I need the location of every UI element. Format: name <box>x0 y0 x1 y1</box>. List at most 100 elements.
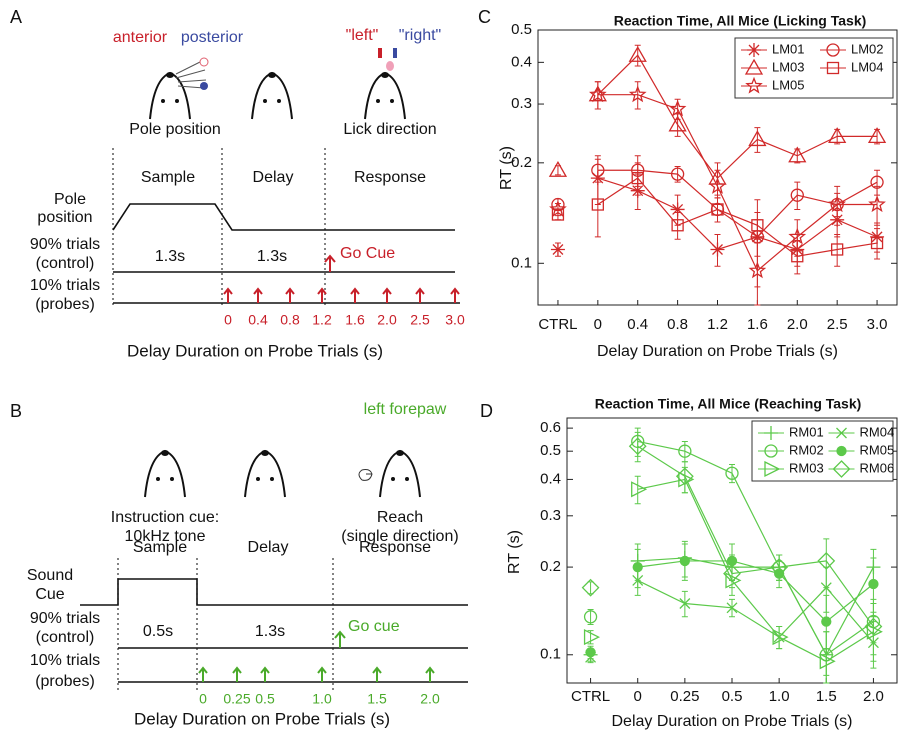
error-bar <box>870 598 877 662</box>
legend-label: RM01 <box>789 424 824 439</box>
error-bar <box>834 185 841 226</box>
legend-marker <box>764 444 778 458</box>
series-line <box>637 440 874 656</box>
legend-marker <box>832 460 851 478</box>
series-line <box>597 177 878 251</box>
trial-label: 10% trials <box>30 652 100 669</box>
marker <box>668 115 687 132</box>
probe-arrow <box>317 666 327 682</box>
duration-label: 1.3s <box>257 248 287 265</box>
probe-delay-label: 0.8 <box>280 312 300 328</box>
error-bar <box>634 431 641 463</box>
probe-arrow <box>425 666 435 682</box>
marker <box>866 623 883 640</box>
y-tick-label: 0.2 <box>540 558 561 575</box>
probe-delay-label: 2.5 <box>410 312 430 328</box>
go-cue-arrow <box>334 630 346 648</box>
probe-arrow <box>260 666 270 682</box>
pole-posterior <box>200 82 208 90</box>
probe-arrow <box>253 287 263 303</box>
cue-label: (single direction) <box>341 528 458 545</box>
epoch-label: Sample <box>141 169 195 186</box>
error-bar <box>834 233 841 267</box>
panel-label: B <box>10 401 22 421</box>
probe-delay-label: 1.5 <box>367 691 387 707</box>
charts: C Reaction Time, All Mice (Licking Task) R… <box>478 7 898 730</box>
legend-label: RM05 <box>860 442 895 457</box>
cue-label: 10kHz tone <box>125 528 206 545</box>
series-line <box>637 560 874 623</box>
epoch-label: Delay <box>248 539 289 556</box>
cue-label: Pole position <box>129 121 221 138</box>
marker <box>723 564 741 583</box>
marker <box>670 202 685 217</box>
marker <box>864 617 883 636</box>
x-tick-label: 1.0 <box>769 688 790 705</box>
cue-label: Reach <box>377 509 423 526</box>
probe-arrow <box>223 287 233 303</box>
legend-marker <box>764 426 778 440</box>
go-cue-label: Go cue <box>348 618 400 635</box>
probe-delay-label: 1.0 <box>312 691 332 707</box>
marker <box>585 647 596 658</box>
epoch-label: Sample <box>133 539 187 556</box>
marker <box>821 616 832 627</box>
marker <box>726 602 738 614</box>
marker <box>868 578 879 590</box>
probe-delay-label: 0.5 <box>255 691 275 707</box>
y-axis-label: RT (s) <box>498 146 515 190</box>
y-tick-label: 0.5 <box>511 21 532 38</box>
marker <box>817 552 836 570</box>
x-axis-label: Delay Duration on Probe Trials (s) <box>612 713 853 730</box>
probe-arrow <box>350 287 360 303</box>
trial-label: (probes) <box>35 673 95 690</box>
right-label: "right" <box>399 27 441 44</box>
legend-marker <box>836 445 847 457</box>
panel-label: C <box>478 7 491 27</box>
legend-marker <box>744 58 764 75</box>
legend-label: RM02 <box>789 442 824 457</box>
forepaw-label: left forepaw <box>364 401 447 418</box>
trial-label: (control) <box>36 629 95 646</box>
marker <box>679 555 691 567</box>
y-tick-label: 0.2 <box>511 154 532 171</box>
lick-port-right <box>393 48 397 58</box>
marker <box>828 127 847 144</box>
x-tick-label: CTRL <box>538 316 577 333</box>
epoch-label: Response <box>354 169 426 186</box>
error-bar <box>587 609 594 626</box>
y-tick-label: 0.1 <box>540 646 561 663</box>
y-tick-label: 0.4 <box>511 53 532 70</box>
error-bar <box>681 461 688 494</box>
marker <box>628 45 647 62</box>
x-tick-label: 0 <box>594 316 602 333</box>
probe-arrow <box>317 287 327 303</box>
trial-label: 90% trials <box>30 236 100 253</box>
chart-title: Reaction Time, All Mice (Reaching Task) <box>595 396 862 412</box>
mouse-icon <box>149 71 191 120</box>
x-tick-label: 0.4 <box>627 316 648 333</box>
x-tick-label: 1.2 <box>707 316 728 333</box>
probe-arrow <box>372 666 382 682</box>
pole-trace <box>112 203 455 231</box>
trace-label: Pole <box>54 191 86 208</box>
legend-label: LM05 <box>772 77 805 92</box>
y-tick-label: 0.3 <box>540 507 561 524</box>
axis-title: Delay Duration on Probe Trials (s) <box>134 709 390 728</box>
panel-label: A <box>10 7 22 27</box>
marker <box>867 127 887 144</box>
x-tick-label: 0.25 <box>670 688 699 705</box>
mouse-icon <box>251 71 293 120</box>
probe-delay-label: 0 <box>224 312 232 328</box>
x-tick-label: 1.5 <box>816 688 837 705</box>
error-bar <box>634 44 641 67</box>
series-line <box>637 579 874 644</box>
probe-arrow <box>382 287 392 303</box>
marker <box>548 160 568 177</box>
y-tick-label: 0.6 <box>540 419 561 436</box>
marker <box>788 227 807 245</box>
probe-delay-label: 1.2 <box>312 312 332 328</box>
probe-delay-label: 0.4 <box>248 312 268 328</box>
chart: C Reaction Time, All Mice (Licking Task) R… <box>478 7 898 360</box>
mouse-icon <box>364 71 406 120</box>
